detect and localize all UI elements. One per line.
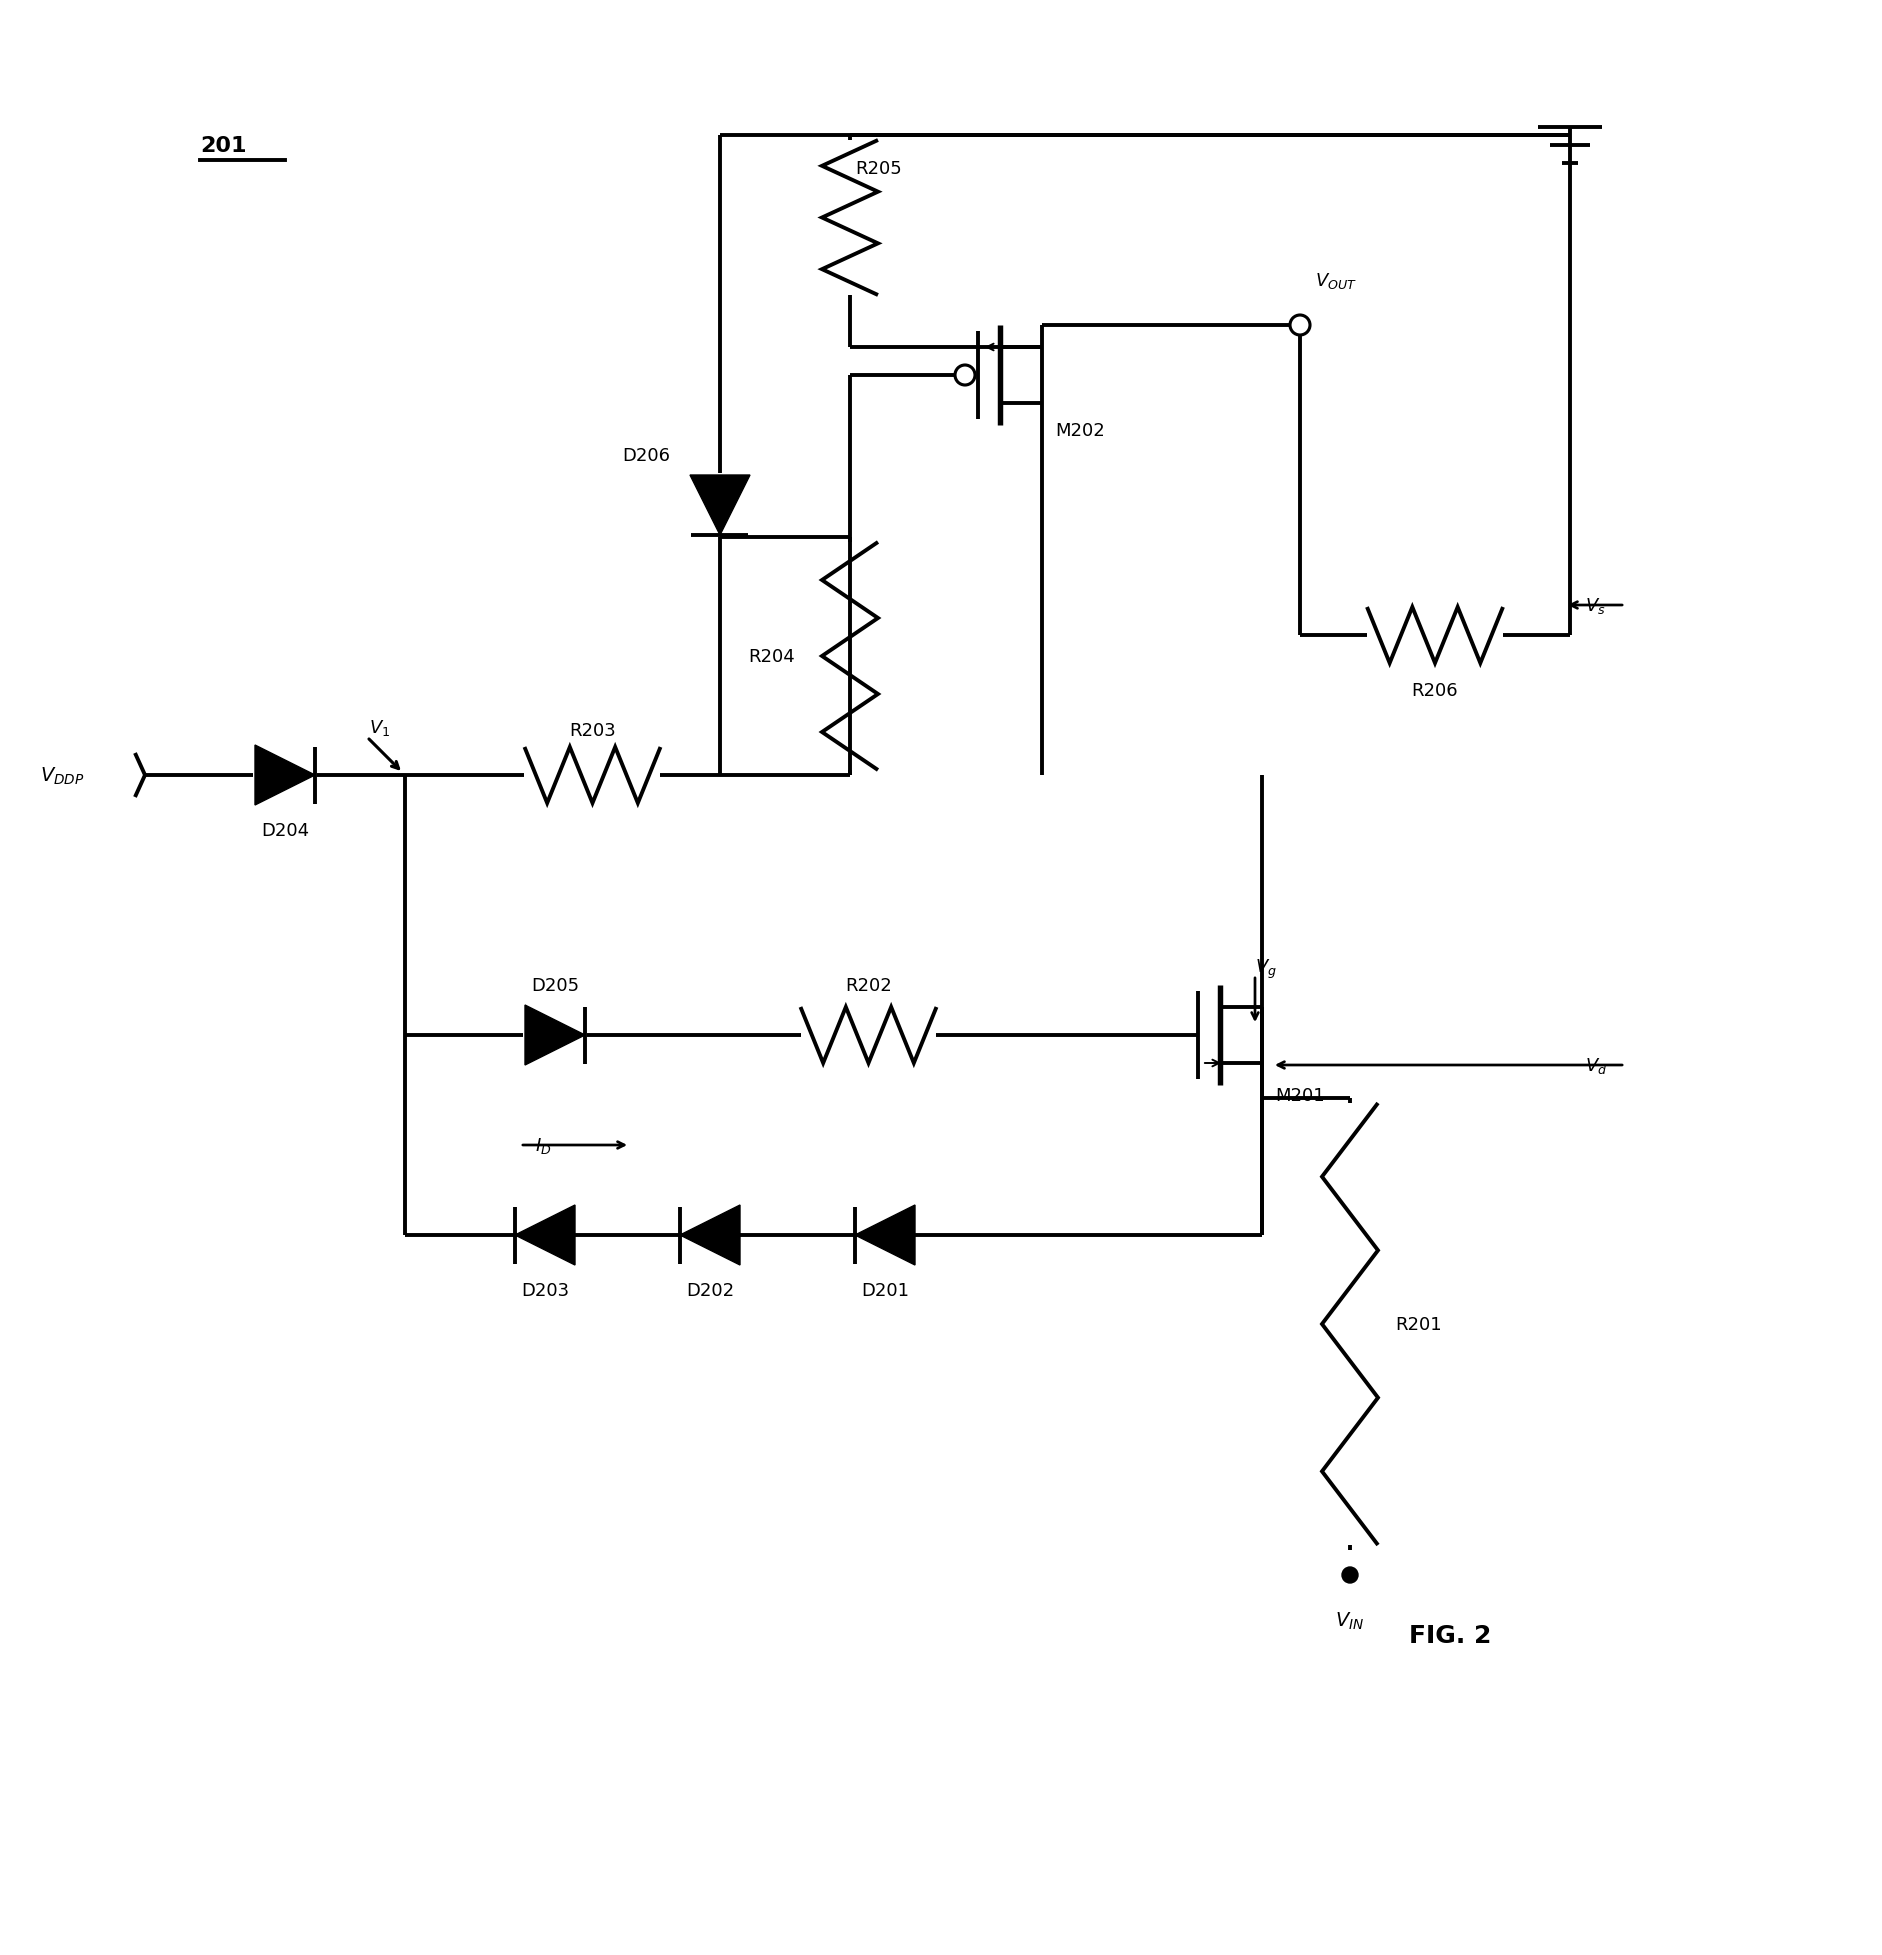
Text: R205: R205 [854,160,901,178]
Text: D206: D206 [621,448,670,465]
Text: D203: D203 [521,1281,568,1300]
Text: D201: D201 [860,1281,909,1300]
Circle shape [1342,1568,1357,1584]
Circle shape [954,366,975,385]
Text: 201: 201 [199,137,247,156]
Polygon shape [514,1206,574,1265]
Text: FIG. 2: FIG. 2 [1408,1623,1491,1648]
Text: R201: R201 [1395,1316,1442,1333]
Text: $V_{IN}$: $V_{IN}$ [1334,1611,1364,1632]
Text: R206: R206 [1412,682,1457,700]
Text: $V_d$: $V_d$ [1585,1056,1607,1075]
Polygon shape [854,1206,915,1265]
Text: M201: M201 [1274,1087,1323,1105]
Circle shape [1289,317,1310,336]
Polygon shape [679,1206,740,1265]
Text: D204: D204 [262,821,309,839]
Text: R204: R204 [747,647,794,665]
Text: R203: R203 [568,721,615,739]
Text: $V_{OUT}$: $V_{OUT}$ [1314,272,1357,291]
Polygon shape [254,745,314,805]
Text: $V_1$: $V_1$ [369,717,390,737]
Text: D205: D205 [531,976,580,995]
Text: D202: D202 [685,1281,734,1300]
Text: $V_g$: $V_g$ [1253,958,1276,981]
Text: $V_s$: $V_s$ [1585,596,1605,616]
Text: $I_D$: $I_D$ [534,1136,551,1155]
Text: $V_{DDP}$: $V_{DDP}$ [40,764,85,786]
Text: R202: R202 [845,976,892,995]
Polygon shape [689,475,749,536]
Text: M202: M202 [1054,422,1105,440]
Polygon shape [525,1005,585,1065]
